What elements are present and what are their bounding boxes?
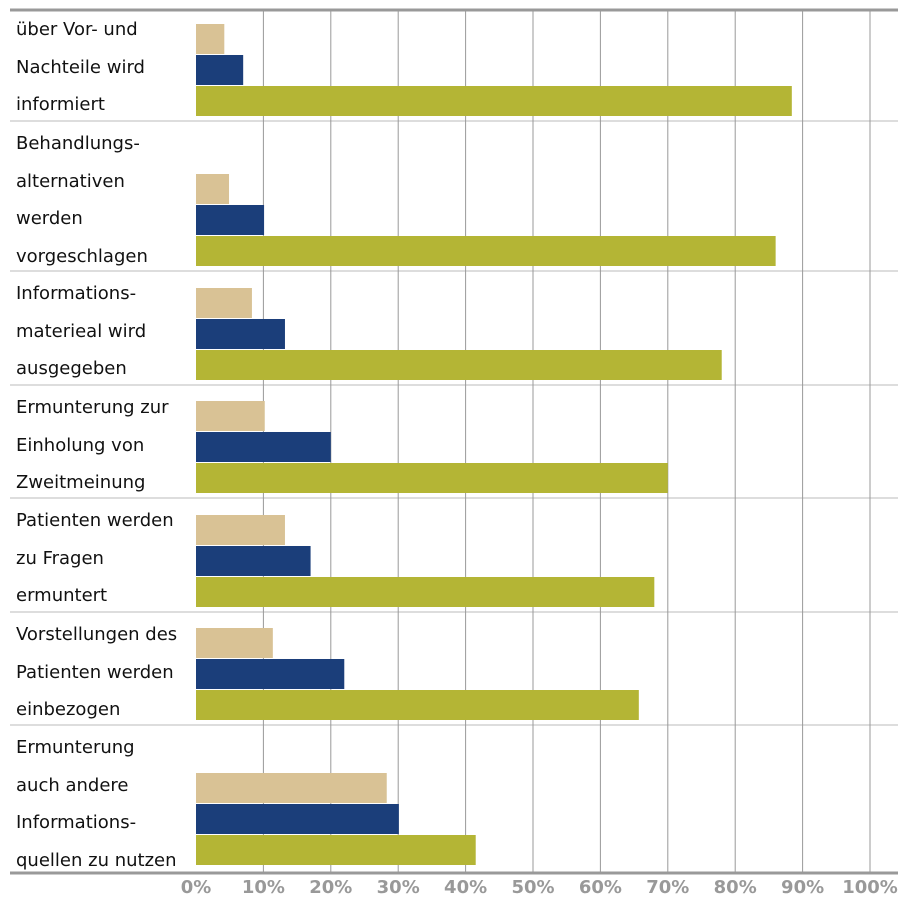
category-label: Informations- materieal wird ausgegeben	[16, 283, 147, 379]
bar	[196, 236, 776, 266]
bar	[196, 205, 265, 235]
bar	[196, 773, 387, 803]
category-label: über Vor- und Nachteile wird informiert	[16, 19, 145, 115]
category-label: Ermunterung zur Einholung von Zweitmeinu…	[16, 397, 169, 493]
bar	[196, 659, 345, 689]
x-tick-label: 100%	[842, 877, 898, 898]
x-tick-label: 80%	[714, 877, 757, 898]
x-tick-label: 90%	[781, 877, 824, 898]
x-tick-label: 60%	[579, 877, 622, 898]
bar	[196, 174, 230, 204]
category-label: Vorstellungen des Patienten werden einbe…	[16, 624, 178, 720]
x-tick-label: 50%	[511, 877, 554, 898]
bar	[196, 690, 639, 720]
bar	[196, 804, 399, 834]
bar	[196, 288, 252, 318]
bar	[196, 835, 476, 865]
x-tick-label: 40%	[444, 877, 487, 898]
bar	[196, 401, 265, 431]
category-label: Behandlungs- alternativen werden vorgesc…	[16, 133, 148, 267]
x-tick-label: 70%	[646, 877, 689, 898]
bar	[196, 463, 668, 493]
bar	[196, 546, 311, 576]
bar	[196, 55, 244, 85]
bar	[196, 577, 655, 607]
category-label: Patienten werden zu Fragen ermuntert	[16, 510, 174, 606]
x-tick-label: 10%	[242, 877, 285, 898]
bar	[196, 319, 285, 349]
x-tick-label: 0%	[181, 877, 212, 898]
bar	[196, 515, 285, 545]
bar	[196, 86, 792, 116]
bar	[196, 350, 722, 380]
category-label: Ermunterung auch andere Informations- qu…	[16, 737, 177, 871]
bar	[196, 24, 225, 54]
bar	[196, 628, 273, 658]
x-tick-label: 30%	[377, 877, 420, 898]
bar	[196, 432, 331, 462]
x-tick-label: 20%	[309, 877, 352, 898]
